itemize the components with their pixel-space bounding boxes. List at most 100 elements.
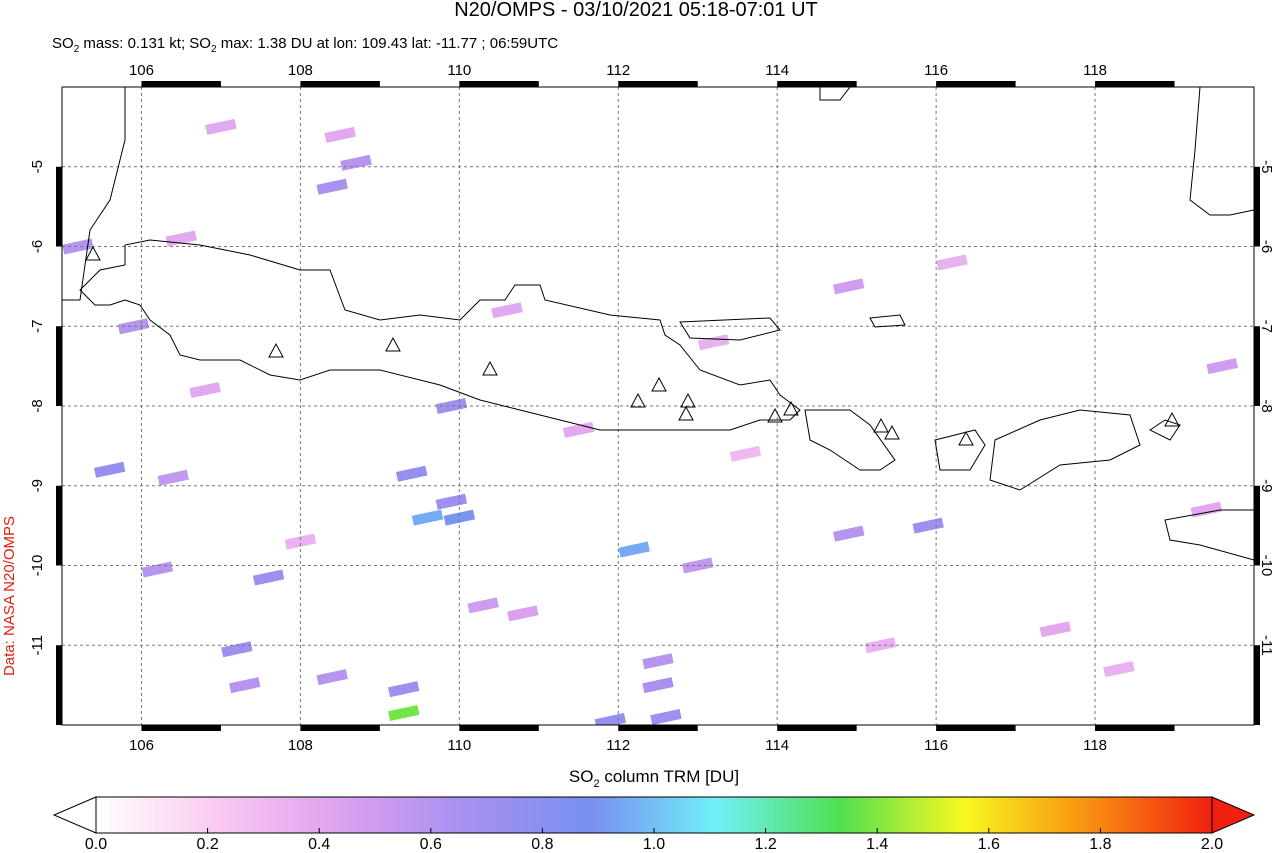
- so2-pixel: [618, 541, 650, 558]
- subtitle-sub: 2: [211, 44, 217, 55]
- frame-bar: [1095, 725, 1175, 731]
- y-tick-label: -9: [29, 479, 46, 492]
- frame-bar: [459, 725, 539, 731]
- x-tick-label: 118: [1083, 62, 1107, 79]
- volcanoes: [85, 245, 1180, 446]
- y-tick-label: -5: [1258, 160, 1272, 173]
- colorbar-tick-label: 1.6: [978, 836, 1000, 853]
- so2-pixel: [650, 709, 682, 725]
- y-tick-label: -8: [1258, 399, 1272, 412]
- colorbar-label-part: column TRM [DU]: [600, 767, 740, 786]
- so2-pixel: [252, 569, 285, 586]
- so2-pixel: [562, 421, 595, 438]
- subtitle: SO2 mass: 0.131 kt; SO2 max: 1.38 DU at …: [52, 35, 558, 55]
- colorbar-tick-label: 1.8: [1089, 836, 1111, 853]
- colorbar-ramp: [95, 796, 1213, 834]
- volcano: [85, 245, 1180, 446]
- so2-pixel: [189, 382, 221, 399]
- so2-pixel: [62, 238, 94, 255]
- frame-bar: [777, 725, 857, 731]
- so2-pixel: [316, 178, 348, 195]
- colorbar-tick-label: 2.0: [1201, 836, 1223, 853]
- colorbar-extend-low: [52, 796, 97, 834]
- coastline: [869, 314, 1181, 441]
- so2-pixel: [1039, 621, 1072, 638]
- subtitle-part: mass: 0.131 kt; SO: [79, 35, 211, 52]
- x-tick-label: 112: [606, 62, 630, 79]
- so2-pixel: [936, 254, 968, 271]
- frame-bar: [56, 485, 62, 566]
- frame-bar: [300, 725, 380, 731]
- y-tick-label: -5: [29, 160, 46, 173]
- so2-pixel: [833, 525, 865, 542]
- frame-bar: [777, 81, 857, 87]
- frame-bar: [936, 725, 1016, 731]
- x-tick-label: 114: [765, 62, 789, 79]
- coastline: [989, 409, 1141, 491]
- subtitle-part: SO: [52, 35, 74, 52]
- y-tick-label: -10: [1258, 555, 1272, 577]
- colorbar-extend-high: [1211, 796, 1256, 834]
- colorbar-tick-label: 1.4: [866, 836, 888, 853]
- frame-bar: [56, 645, 62, 725]
- y-tick-label: -6: [1258, 240, 1272, 253]
- so2-pixel: [93, 461, 126, 478]
- subtitle-part: max: 1.38 DU at lon: 109.43 lat: -11.77 …: [217, 35, 559, 52]
- y-tick-label: -10: [29, 555, 46, 577]
- so2-pixel: [316, 669, 348, 686]
- so2-pixel: [697, 334, 730, 351]
- frame-bar: [1254, 485, 1260, 566]
- so2-pixel: [205, 118, 237, 135]
- grid-layer: 106 106 108 108 110 110 112 112 114 114 116 116 118 1…: [29, 62, 1272, 754]
- coastline: [79, 239, 801, 431]
- colorbar-tick-label: 0.2: [196, 836, 218, 853]
- so2-pixel: [221, 641, 253, 658]
- frame-bar: [56, 166, 62, 247]
- colorbar: 0.0 0.2 0.4 0.6 0.8 1.0 1.2 1.4 1.6 1.8 2.0: [52, 796, 1256, 853]
- so2-pixel: [467, 597, 499, 614]
- so2-pixel: [507, 605, 539, 622]
- so2-pixel: [229, 677, 261, 694]
- coastline: [934, 429, 986, 471]
- colorbar-tick-label: 0.0: [85, 836, 107, 853]
- x-tick-label: 116: [924, 62, 948, 79]
- coastline: [804, 409, 896, 471]
- frame-bar: [618, 725, 698, 731]
- colorbar-tick-label: 0.6: [420, 836, 442, 853]
- subtitle-sub: 2: [74, 44, 80, 55]
- frame-bar: [1254, 645, 1260, 725]
- frame-bar: [300, 81, 380, 87]
- y-tick-label: -6: [29, 240, 46, 253]
- frame-bar: [141, 81, 221, 87]
- so2-pixel: [642, 653, 674, 670]
- x-tick-label: 108: [288, 62, 313, 79]
- so2-pixel: [141, 561, 174, 578]
- colorbar-label-sub: 2: [593, 778, 599, 790]
- y-tick-label: -11: [29, 635, 46, 656]
- y-tick-label: -7: [1258, 320, 1272, 333]
- coastline: [1189, 87, 1254, 216]
- y-tick-label: -7: [29, 320, 46, 333]
- y-tick-label: -9: [1258, 479, 1272, 492]
- so2-pixel: [1190, 501, 1223, 518]
- coastline: [819, 87, 851, 101]
- so2-pixel: [435, 493, 468, 510]
- coastline: [679, 317, 781, 341]
- colorbar-label-part: SO: [569, 767, 594, 786]
- x-tick-label: 110: [447, 62, 471, 79]
- colorbar-tick-label: 0.8: [531, 836, 553, 853]
- frame-bar: [56, 326, 62, 406]
- x-tick-label: 116: [924, 737, 948, 754]
- so2-pixel: [340, 154, 372, 171]
- so2-pixel: [284, 533, 317, 550]
- x-tick-label: 106: [129, 62, 154, 79]
- frame-bar: [141, 725, 221, 731]
- colorbar-tick-label: 1.0: [643, 836, 665, 853]
- map-frame: [56, 81, 1260, 731]
- y-tick-label: -11: [1258, 635, 1272, 656]
- so2-pixel: [682, 557, 714, 574]
- x-tick-label: 114: [765, 737, 789, 754]
- so2-pixel: [395, 465, 428, 482]
- coastline: [1164, 509, 1254, 561]
